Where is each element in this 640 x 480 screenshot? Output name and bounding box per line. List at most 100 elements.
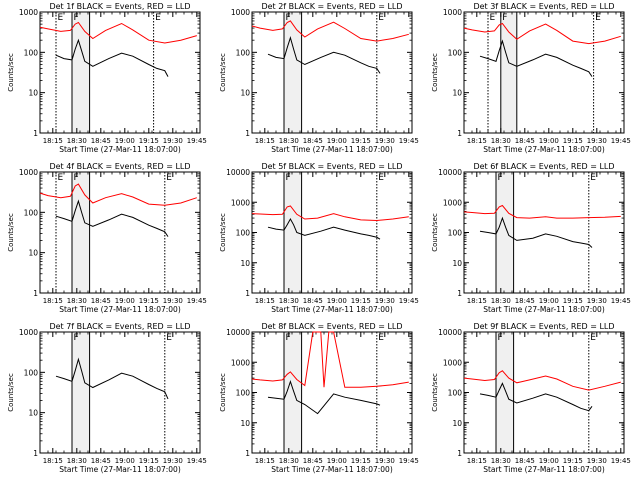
series-events-line [267,380,381,415]
x-tick-label: 19:00 [115,297,135,305]
y-tick-label: 1 [457,289,462,298]
x-axis-label: Start Time (27-Mar-11 18:07:00) [271,305,393,314]
y-axis-label: Counts/sec [219,373,227,412]
x-tick-label: 18:45 [303,457,323,465]
x-tick-label: 18:30 [67,137,87,145]
series-lld-line [463,370,621,391]
interval-shade [72,332,90,453]
interval-label: E [155,13,161,23]
plot-frame [39,171,201,294]
x-tick-label: 19:45 [399,137,419,145]
x-tick-label: 19:15 [563,137,583,145]
series-events-line [267,35,381,74]
x-tick-label: 19:45 [611,137,631,145]
interval-shade [72,12,90,133]
x-tick-label: 18:30 [279,457,299,465]
plot-frame [251,171,413,294]
x-tick-label: 18:45 [303,297,323,305]
x-tick-label: 19:00 [115,457,135,465]
panel-det-3f: Det 3f BLACK = Events, RED = LLD 1 10 100 10… [431,2,631,154]
interval-label: E [58,173,64,183]
x-tick-label: 18:15 [467,297,487,305]
x-tick-label: 18:15 [255,137,275,145]
plot-frame [463,331,625,454]
y-tick-label: 100 [448,48,463,57]
x-tick-label: 19:30 [587,457,607,465]
x-tick-label: 19:00 [539,137,559,145]
panel-title: Det 2f BLACK = Events, RED = LLD [261,2,402,11]
panel-title: Det 3f BLACK = Events, RED = LLD [473,2,614,11]
interval-label: F [286,333,291,343]
x-tick-label: 19:30 [587,297,607,305]
x-tick-label: 19:15 [563,457,583,465]
x-tick-label: 19:30 [163,457,183,465]
interval-label: F [498,173,503,183]
y-tick-label: 10000 [438,168,462,177]
y-tick-label: 1 [245,289,250,298]
x-tick-label: 18:45 [91,297,111,305]
y-tick-label: 100 [24,208,39,217]
x-tick-label: 19:45 [187,297,207,305]
x-tick-label: 18:15 [43,457,63,465]
x-tick-label: 19:00 [115,137,135,145]
x-axis-label: Start Time (27-Mar-11 18:07:00) [483,465,605,474]
y-tick-label: 1000 [19,328,38,337]
y-axis-label: Counts/sec [431,53,439,92]
x-axis-label: Start Time (27-Mar-11 18:07:00) [483,305,605,314]
y-tick-label: 100 [448,389,463,398]
x-tick-label: 18:15 [255,457,275,465]
panel-det-5f: Det 5f BLACK = Events, RED = LLD 1 10 100 10… [219,162,419,314]
x-tick-label: 18:15 [43,297,63,305]
y-axis-label: Counts/sec [219,53,227,92]
x-tick-label: 19:15 [139,297,159,305]
y-tick-label: 10 [28,409,38,418]
x-tick-label: 19:00 [327,457,347,465]
y-tick-label: 10 [240,419,250,428]
panel-det-8f: Det 8f BLACK = Events, RED = LLD 1 10 100 10… [219,322,419,474]
y-tick-label: 1 [245,449,250,458]
x-tick-label: 19:15 [351,297,371,305]
series-lld-line [463,204,621,219]
x-tick-label: 18:30 [491,137,511,145]
x-tick-label: 19:15 [351,457,371,465]
interval-shade [496,332,514,453]
y-tick-label: 1000 [443,198,462,207]
panel-det-4f: Det 4f BLACK = Events, RED = LLD 1 10 100 10… [7,162,207,314]
y-tick-label: 1000 [443,358,462,367]
x-tick-label: 19:00 [327,297,347,305]
y-tick-label: 1 [33,289,38,298]
series-events-line [55,357,169,400]
y-tick-label: 1 [457,129,462,138]
x-tick-label: 18:45 [303,137,323,145]
series-events-line [55,199,169,237]
y-tick-label: 100 [236,389,251,398]
y-tick-label: 10 [240,89,250,98]
y-axis-label: Counts/sec [431,213,439,252]
y-tick-label: 10 [452,419,462,428]
x-axis-label: Start Time (27-Mar-11 18:07:00) [59,305,181,314]
interval-label: F [74,333,79,343]
panel-det-6f: Det 6f BLACK = Events, RED = LLD 1 10 100 10… [431,162,631,314]
x-tick-label: 18:15 [43,137,63,145]
x-tick-label: 19:00 [539,297,559,305]
y-tick-label: 10 [452,259,462,268]
series-lld-line [251,205,409,222]
x-tick-label: 18:45 [515,297,535,305]
y-axis-label: Counts/sec [7,213,15,252]
y-tick-label: 10000 [226,168,250,177]
plot-frame [251,331,413,454]
y-axis-label: Counts/sec [7,373,15,412]
x-axis-label: Start Time (27-Mar-11 18:07:00) [271,145,393,154]
interval-shade [500,12,517,133]
y-tick-label: 10000 [226,328,250,337]
y-axis-label: Counts/sec [7,53,15,92]
series-lld-line [39,21,197,44]
x-tick-label: 18:15 [467,457,487,465]
x-axis-label: Start Time (27-Mar-11 18:07:00) [59,145,181,154]
interval-label: E [378,173,384,183]
series-lld-line [251,331,409,388]
x-tick-label: 19:15 [139,457,159,465]
y-tick-label: 10 [240,259,250,268]
x-tick-label: 19:45 [187,457,207,465]
y-tick-label: 1 [33,129,38,138]
